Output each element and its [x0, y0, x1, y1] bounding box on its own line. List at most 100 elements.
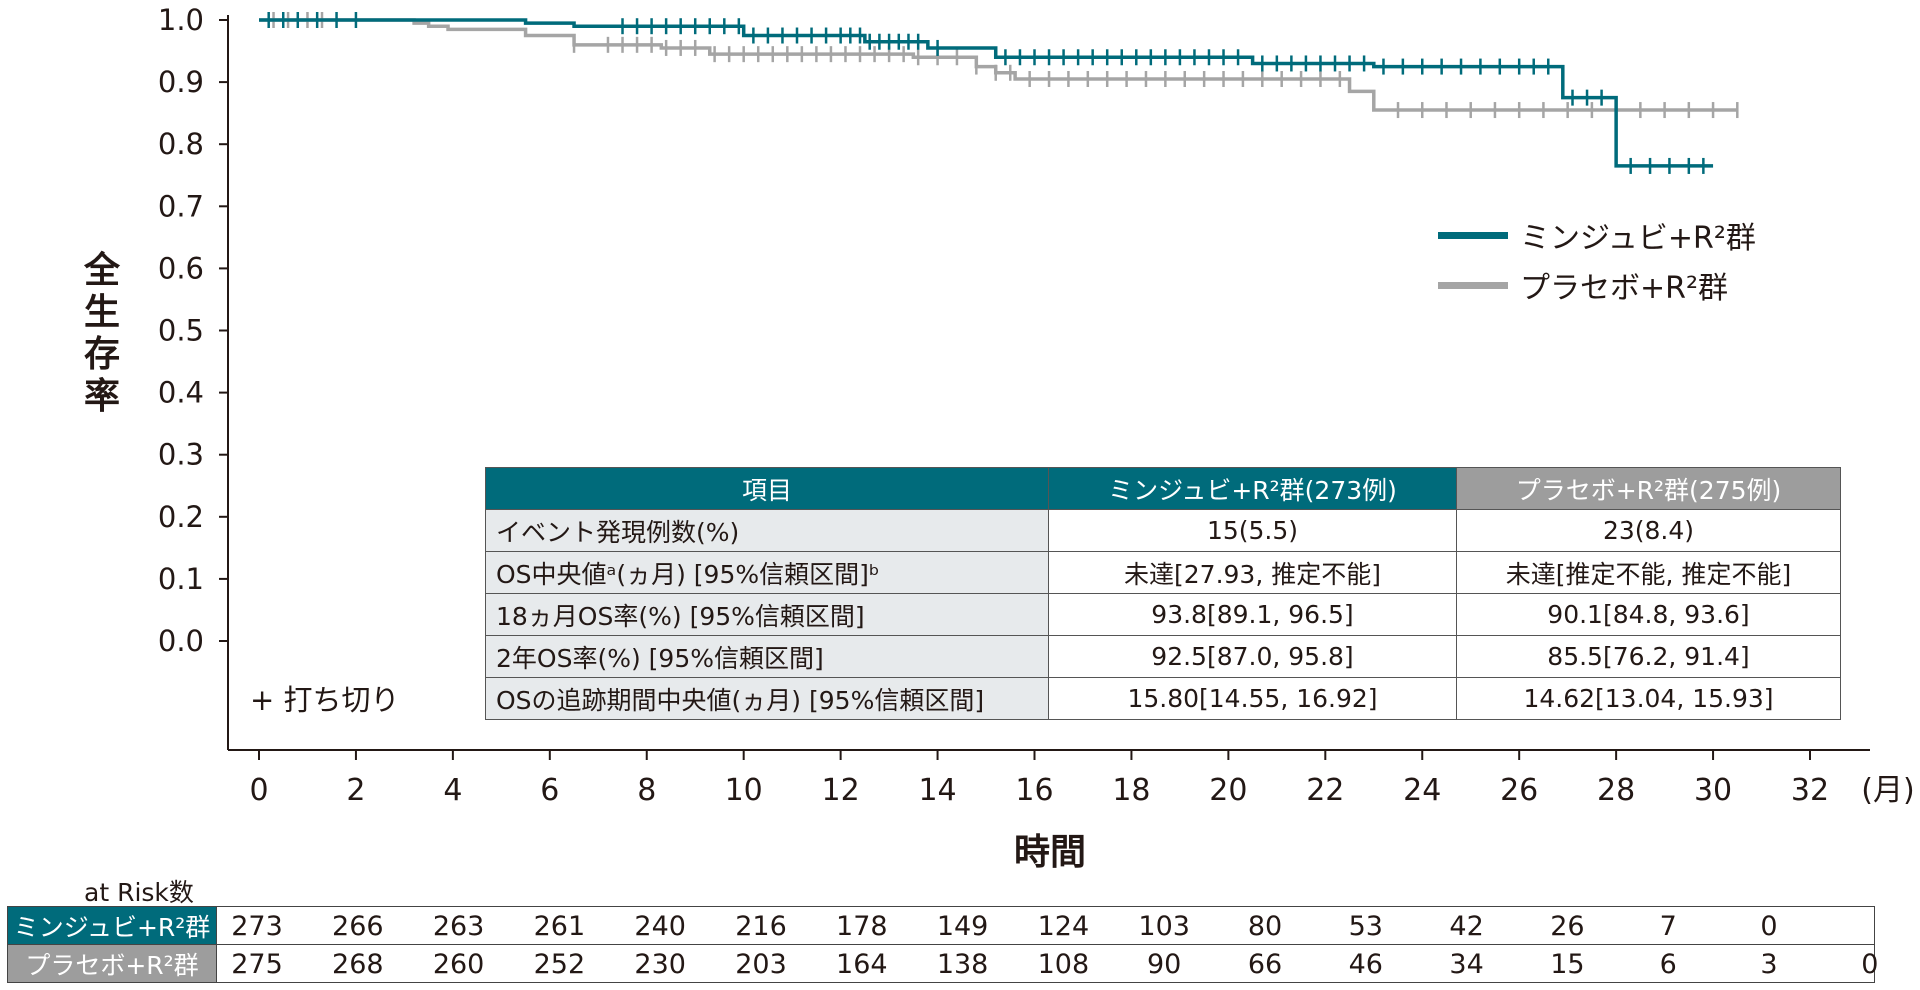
summary-header-row: 項目 ミンジュビ+R²群(273例) プラセボ+R²群(275例)	[485, 467, 1841, 510]
x-tick-label: 0	[249, 773, 268, 808]
x-tick-label: 10	[725, 773, 763, 808]
risk-value: 164	[836, 949, 888, 980]
summary-value-series-a: 15(5.5)	[1048, 509, 1457, 552]
y-tick-label: 0.0	[158, 624, 204, 658]
summary-row: イベント発現例数(%) 15(5.5) 23(8.4)	[485, 509, 1841, 552]
summary-value-series-b: 23(8.4)	[1456, 509, 1841, 552]
risk-value: 240	[634, 911, 686, 942]
risk-value: 216	[735, 911, 787, 942]
legend-item-series-b: プラセボ+R²群	[1438, 260, 1756, 310]
risk-value: 42	[1449, 911, 1484, 942]
risk-value: 90	[1147, 949, 1182, 980]
summary-value-series-b: 85.5[76.2, 91.4]	[1456, 635, 1841, 678]
x-tick-label: 28	[1597, 773, 1635, 808]
x-tick-label: 6	[540, 773, 559, 808]
risk-value: 34	[1449, 949, 1484, 980]
summary-row-label: OSの追跡期間中央値(ヵ月) [95%信頼区間]	[485, 677, 1049, 720]
summary-row-label: OS中央値ᵃ(ヵ月) [95%信頼区間]ᵇ	[485, 551, 1049, 594]
y-tick-label: 0.9	[158, 65, 204, 99]
survival-curves	[259, 12, 1739, 174]
x-tick-label: 30	[1694, 773, 1732, 808]
summary-row: OS中央値ᵃ(ヵ月) [95%信頼区間]ᵇ 未達[27.93, 推定不能] 未達[推…	[485, 551, 1841, 594]
y-axis-label: 全生存率	[83, 250, 120, 417]
risk-value: 46	[1348, 949, 1383, 980]
risk-value: 3	[1760, 949, 1778, 980]
risk-value: 6	[1659, 949, 1677, 980]
risk-values: 275 268 260 252 230 203 164 138 108 90 66 46 34 15 6 3 0	[216, 944, 1879, 983]
summary-value-series-b: 未達[推定不能, 推定不能]	[1456, 551, 1841, 594]
summary-row-label: 2年OS率(%) [95%信頼区間]	[485, 635, 1049, 678]
risk-values: 273 266 263 261 240 216 178 149 124 103 80 53 42 26 7 0	[216, 906, 1875, 945]
y-tick-label: 0.4	[158, 376, 204, 410]
legend-item-series-a: ミンジュビ+R²群	[1438, 210, 1756, 260]
x-axis-label: 時間	[1013, 832, 1086, 873]
x-tick-label: 24	[1403, 773, 1441, 808]
risk-value: 26	[1550, 911, 1585, 942]
y-tick-label: 0.8	[158, 127, 204, 161]
y-tick-label: 1.0	[158, 3, 204, 37]
y-tick-label: 0.7	[158, 189, 204, 223]
risk-value: 268	[332, 949, 384, 980]
x-tick-label: 22	[1306, 773, 1344, 808]
risk-value: 252	[533, 949, 586, 980]
risk-value: 7	[1659, 911, 1677, 942]
censor-note: + 打ち切り	[250, 683, 400, 717]
legend-swatch-series-a	[1438, 231, 1508, 239]
risk-value: 124	[1037, 911, 1090, 942]
risk-value: 273	[231, 911, 283, 942]
x-axis-unit: (月)	[1861, 773, 1914, 808]
series-line-b	[259, 18, 1738, 112]
summary-row: OSの追跡期間中央値(ヵ月) [95%信頼区間] 15.80[14.55, 16.…	[485, 677, 1841, 720]
risk-value: 0	[1760, 911, 1778, 942]
summary-header-series-b: プラセボ+R²群(275例)	[1456, 467, 1841, 510]
summary-value-series-a: 未達[27.93, 推定不能]	[1048, 551, 1457, 594]
risk-value: 230	[634, 949, 686, 980]
x-tick-label: 32	[1791, 773, 1829, 808]
summary-value-series-a: 15.80[14.55, 16.92]	[1048, 677, 1457, 720]
risk-group-label: プラセボ+R²群	[7, 944, 217, 983]
risk-value: 261	[533, 911, 586, 942]
summary-header-series-a: ミンジュビ+R²群(273例)	[1048, 467, 1457, 510]
risk-value: 53	[1348, 911, 1383, 942]
risk-table-title: at Risk数	[84, 878, 194, 907]
summary-value-series-b: 90.1[84.8, 93.6]	[1456, 593, 1841, 636]
x-tick-label: 16	[1015, 773, 1053, 808]
summary-row-label: 18ヵ月OS率(%) [95%信頼区間]	[485, 593, 1049, 636]
risk-value: 203	[735, 949, 787, 980]
summary-value-series-b: 14.62[13.04, 15.93]	[1456, 677, 1841, 720]
x-tick-label: 2	[346, 773, 365, 808]
x-tick-label: 12	[822, 773, 860, 808]
x-axis-ticks: 0 2 4 6 8 10 12 14 16 18 20 22 24 26 28 30 32	[249, 750, 1829, 808]
risk-value: 103	[1138, 911, 1190, 942]
summary-header-item: 項目	[485, 467, 1049, 510]
risk-value: 15	[1550, 949, 1585, 980]
risk-row: ミンジュビ+R²群 273 266 263 261 240 216 178 149 124 103 8…	[7, 906, 1875, 945]
risk-table: ミンジュビ+R²群 273 266 263 261 240 216 178 149 124 103 8…	[7, 906, 1879, 983]
summary-row: 2年OS率(%) [95%信頼区間] 92.5[87.0, 95.8] 85.5[7…	[485, 635, 1841, 678]
series-line-a	[259, 18, 1714, 168]
risk-value: 66	[1247, 949, 1283, 980]
risk-row: プラセボ+R²群 275 268 260 252 230 203 164 138 108 90 66 4…	[7, 944, 1879, 983]
risk-value: 80	[1247, 911, 1283, 942]
legend-label-series-b: プラセボ+R²群	[1520, 271, 1729, 306]
risk-value: 178	[836, 911, 888, 942]
y-tick-label: 0.1	[158, 562, 204, 596]
x-tick-label: 14	[918, 773, 956, 808]
summary-row-label: イベント発現例数(%)	[485, 509, 1049, 552]
y-tick-label: 0.6	[158, 251, 204, 285]
legend-label-series-a: ミンジュビ+R²群	[1520, 221, 1756, 256]
risk-value: 0	[1861, 949, 1879, 980]
risk-value: 138	[936, 949, 989, 980]
x-tick-label: 18	[1112, 773, 1150, 808]
y-tick-label: 0.2	[158, 500, 204, 534]
risk-value: 275	[231, 949, 283, 980]
x-tick-label: 8	[637, 773, 656, 808]
y-tick-label: 0.5	[158, 314, 204, 348]
risk-value: 149	[936, 911, 989, 942]
risk-value: 260	[432, 949, 485, 980]
x-tick-label: 26	[1500, 773, 1538, 808]
legend-swatch-series-b	[1438, 281, 1508, 289]
risk-value: 263	[432, 911, 485, 942]
summary-row: 18ヵ月OS率(%) [95%信頼区間] 93.8[89.1, 96.5] 90.1…	[485, 593, 1841, 636]
